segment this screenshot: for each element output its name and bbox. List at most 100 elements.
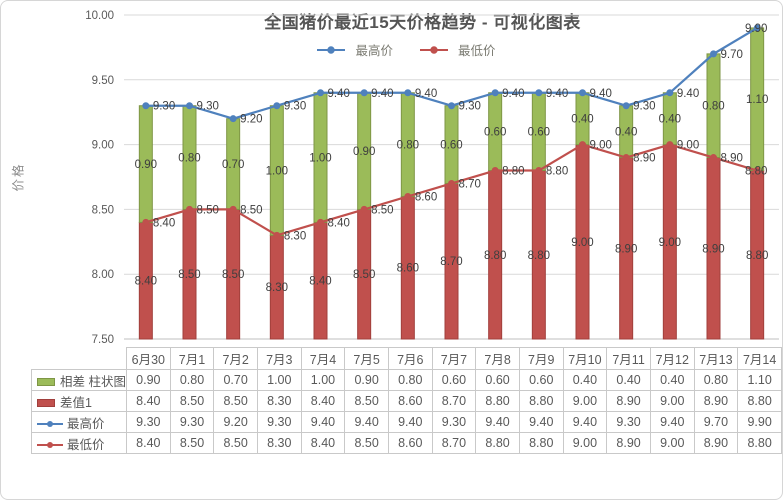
diff-bar-label: 0.60 <box>484 127 506 139</box>
marker-low-price <box>229 205 237 213</box>
low-bar-label: 8.80 <box>746 250 768 262</box>
high-line-label: 9.30 <box>284 101 306 113</box>
marker-low-price <box>142 218 150 226</box>
value-cell: 9.40 <box>649 411 695 433</box>
low-line-label: 8.90 <box>721 153 743 165</box>
marker-high-price <box>229 115 237 123</box>
table-row: 最低价 8.40 8.50 8.50 8.30 8.40 8.50 8.60 8.70 8.80 8… <box>31 432 782 454</box>
value-cell: 0.80 <box>169 369 215 391</box>
value-cell: 9.30 <box>606 411 651 433</box>
high-line-label: 9.40 <box>677 88 699 100</box>
price-trend-plot: 7.50 8.00 8.50 9.00 9.50 10.00 0.90 8.40 0.80 8.5… <box>85 10 779 346</box>
legend-item-low: 最低价 <box>419 40 496 59</box>
diff-bar-label: 0.90 <box>135 159 157 171</box>
value-cell: 1.00 <box>256 369 302 391</box>
diff-bar-label: 1.00 <box>266 166 288 178</box>
marker-low-price <box>491 167 499 175</box>
value-cell: 8.90 <box>693 432 739 454</box>
marker-high-price <box>360 89 368 97</box>
value-cell: 0.40 <box>562 369 608 391</box>
date-header-cell: 7月11 <box>606 347 651 370</box>
value-cell: 0.90 <box>344 369 389 391</box>
date-header-cell: 7月12 <box>649 347 695 370</box>
diff-bar-label: 0.80 <box>397 140 419 152</box>
value-cell: 8.90 <box>606 432 651 454</box>
low-line-label: 9.00 <box>677 140 699 152</box>
high-line-label: 9.40 <box>502 88 524 100</box>
value-cell: 8.90 <box>693 390 739 412</box>
low-line-label: 8.40 <box>153 217 175 229</box>
high-line-label: 9.30 <box>153 101 175 113</box>
chart-title: 全国猪价最近15天价格趋势 - 可视化图表 <box>264 13 581 32</box>
low-bar-label: 8.30 <box>266 282 288 294</box>
high-line-label: 9.90 <box>745 23 767 35</box>
value-cell: 9.30 <box>431 411 477 433</box>
value-cell: 0.80 <box>387 369 433 391</box>
diff-bar-label: 0.40 <box>659 114 681 126</box>
low-bar-label: 8.50 <box>178 269 200 281</box>
low-bar-label: 8.50 <box>353 269 375 281</box>
low-line-label: 8.70 <box>459 178 481 190</box>
low-bar-label: 8.40 <box>135 276 157 288</box>
legend-label-low: 最低价 <box>458 44 496 58</box>
table-row: 最高价 9.30 9.30 9.20 9.30 9.40 9.40 9.40 9.30 9.40 9… <box>31 411 782 433</box>
high-line-label: 9.20 <box>240 114 262 126</box>
value-cell: 0.80 <box>693 369 739 391</box>
series-label-cell: 最高价 <box>31 411 127 433</box>
marker-high-price <box>710 50 717 58</box>
data-table: 6月30 7月1 7月2 7月3 7月4 7月5 7月6 7月7 7月8 7月9 7月10 7月11 7… <box>31 347 782 454</box>
date-header-cell: 7月14 <box>737 347 782 370</box>
diff-bar-label: 1.00 <box>309 153 331 165</box>
value-cell: 8.50 <box>344 432 389 454</box>
value-cell: 9.00 <box>562 432 608 454</box>
value-cell: 8.80 <box>518 390 564 412</box>
marker-high-price <box>404 89 412 97</box>
value-cell: 0.70 <box>213 369 258 391</box>
marker-low-price <box>666 141 674 149</box>
red-line-marker-icon <box>37 442 63 449</box>
series-label-cell: 最低价 <box>31 432 127 454</box>
value-cell: 8.70 <box>431 432 477 454</box>
date-header-cell: 7月8 <box>475 347 520 370</box>
diff-bar-label: 0.60 <box>528 127 550 139</box>
marker-low-price <box>753 167 761 175</box>
value-cell: 8.30 <box>256 390 302 412</box>
low-bar-label: 9.00 <box>659 237 681 249</box>
series-label-cell: 差值1 <box>31 390 127 412</box>
green-bar-swatch-icon <box>37 378 55 387</box>
series-label: 最高价 <box>67 416 105 431</box>
value-cell: 8.30 <box>256 432 302 454</box>
value-cell: 8.80 <box>475 432 520 454</box>
marker-low-price <box>448 179 455 187</box>
value-cell: 0.40 <box>606 369 651 391</box>
y-tick-label: 7.50 <box>92 334 114 346</box>
marker-low-price <box>186 205 193 213</box>
value-cell: 8.60 <box>387 432 433 454</box>
diff-bar-label: 0.80 <box>178 153 200 165</box>
value-cell: 9.00 <box>649 432 695 454</box>
blue-line-marker-icon <box>37 421 63 428</box>
low-bar-label: 8.90 <box>615 243 637 255</box>
value-cell: 8.80 <box>737 390 782 412</box>
value-cell: 9.70 <box>693 411 739 433</box>
series-label: 相差 柱状图 <box>60 374 126 389</box>
value-cell: 8.40 <box>125 432 171 454</box>
date-header-cell: 7月3 <box>256 347 302 370</box>
low-bar-label: 8.80 <box>484 250 506 262</box>
low-line-label: 8.80 <box>546 166 568 178</box>
value-cell: 8.50 <box>213 390 258 412</box>
value-cell: 1.10 <box>737 369 782 391</box>
series-label: 差值1 <box>60 395 92 410</box>
high-line-label: 9.40 <box>590 88 612 100</box>
low-bar-label: 8.70 <box>440 256 462 268</box>
date-header-cell: 7月5 <box>344 347 389 370</box>
marker-high-price <box>317 89 324 97</box>
value-cell: 0.60 <box>518 369 564 391</box>
marker-low-price <box>404 192 412 200</box>
low-line-label: 8.80 <box>502 166 524 178</box>
high-line-label: 9.30 <box>459 101 481 113</box>
date-header-cell: 7月13 <box>693 347 739 370</box>
low-line-label: 8.40 <box>328 217 350 229</box>
value-cell: 8.90 <box>606 390 651 412</box>
marker-low-price <box>317 218 324 226</box>
